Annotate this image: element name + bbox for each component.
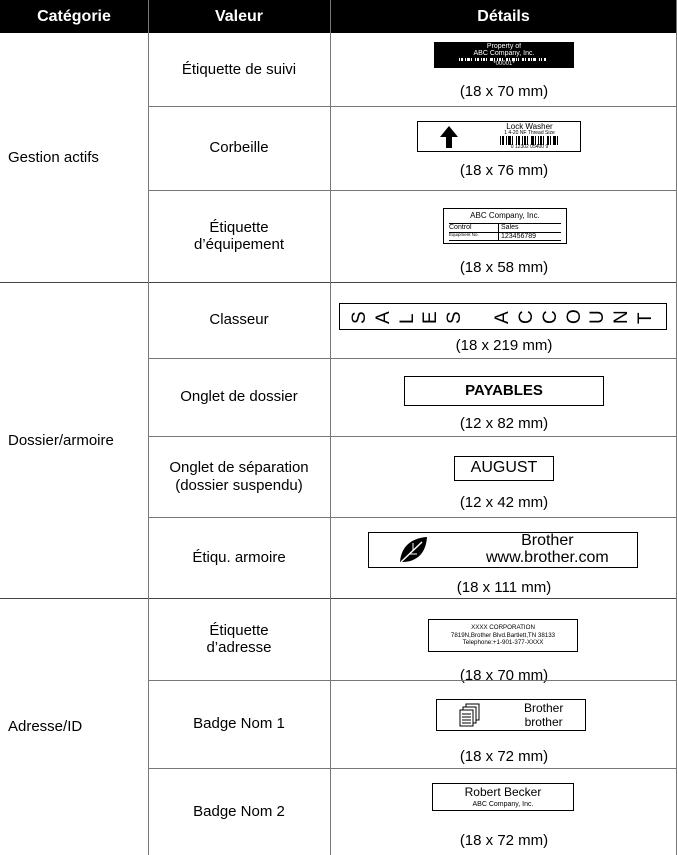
- label-image: AUGUST: [454, 456, 554, 481]
- size-text: (18 x 58 mm): [459, 259, 549, 276]
- label-text: 1 4-20 NF Thread Size: [504, 130, 555, 136]
- size-text: (18 x 72 mm): [459, 832, 549, 849]
- label-image: XXXX CORPORATION 7819N,Brother Blvd.Bartl…: [428, 619, 578, 652]
- size-text: (18 x 111 mm): [456, 579, 552, 596]
- label-text: Control: [449, 224, 499, 233]
- size-text: (12 x 42 mm): [459, 494, 549, 511]
- barcode: [499, 136, 558, 145]
- label-column: Brother brother: [524, 701, 563, 730]
- label-column: Lock Washer 1 4-20 NF Thread Size 0 12302 …: [499, 122, 560, 150]
- label-text: 123456789: [499, 233, 561, 242]
- label-image: PAYABLES: [404, 376, 604, 406]
- barcode: [459, 57, 546, 61]
- value-text: Onglet de dossier: [180, 388, 298, 406]
- value-text: Onglet de séparation (dossier suspendu): [169, 459, 309, 494]
- header-cell: Valeur: [214, 8, 264, 25]
- value-text: Étiquette de suivi: [181, 60, 297, 78]
- row-divider: [148, 436, 677, 437]
- value-cell: Onglet de séparation (dossier suspendu): [148, 436, 330, 517]
- label-text: 0 12302 05400 9: [510, 144, 549, 150]
- size-text: (18 x 70 mm): [459, 83, 549, 100]
- label-text: Telephone:+1-901-377-XXXX: [462, 639, 544, 647]
- value-text: Corbeille: [209, 139, 269, 157]
- document-icon: [459, 703, 480, 727]
- header-cell: Catégorie: [37, 8, 111, 25]
- value-cell: Étiquette d’adresse: [148, 598, 330, 680]
- label-text: Lock Washer: [506, 122, 553, 131]
- value-text: Étiqu. armoire: [192, 548, 286, 566]
- value-cell: Classeur: [148, 282, 330, 358]
- value-text: Classeur: [209, 311, 269, 329]
- size-text: (18 x 219 mm): [455, 337, 553, 354]
- label-text: *00001*: [493, 60, 515, 67]
- column-divider: [330, 0, 331, 855]
- label-text: 7819N,Brother Blvd.Bartlett,TN 38133: [450, 631, 556, 639]
- row-divider: [148, 680, 677, 681]
- label-text: XXXX CORPORATION: [471, 623, 535, 631]
- value-text: Badge Nom 1: [193, 715, 285, 733]
- value-cell: Badge Nom 1: [148, 680, 330, 768]
- label-text: AUGUST: [470, 459, 538, 477]
- label-text: Sales: [499, 224, 561, 233]
- value-cell: Badge Nom 2: [148, 768, 330, 855]
- header-cell: Détails: [477, 8, 530, 25]
- label-grid: Control Sales Equipment No. 123456789: [449, 223, 561, 242]
- leaf-icon: [400, 537, 428, 563]
- label-image: Brother brother: [436, 699, 586, 731]
- label-image: Property of ABC Company, Inc. *00001*: [434, 42, 574, 68]
- label-text: PAYABLES: [465, 382, 543, 400]
- label-image: ABC Company, Inc. Control Sales Equipment N…: [443, 208, 567, 244]
- label-image: Lock Washer 1 4-20 NF Thread Size 0 12302 …: [417, 121, 581, 152]
- size-text: (18 x 70 mm): [459, 667, 549, 684]
- value-text: Étiquette d’équipement: [193, 218, 285, 253]
- label-text: Brother: [521, 532, 574, 550]
- label-text: Property of: [486, 43, 522, 50]
- label-text: Equipment No.: [449, 232, 499, 242]
- row-divider: [148, 517, 677, 518]
- label-text: brother: [524, 715, 563, 729]
- label-text: ABC Company, Inc.: [473, 50, 535, 58]
- label-text: ABC Company, Inc.: [470, 211, 540, 220]
- value-cell: Étiqu. armoire: [148, 517, 330, 598]
- label-image: Brother www.brother.com: [368, 532, 638, 568]
- label-image: Robert Becker ABC Company, Inc.: [432, 783, 574, 811]
- value-cell: Étiquette d’équipement: [148, 190, 330, 282]
- row-divider: [148, 768, 677, 769]
- category-cell: Adresse/ID: [8, 718, 83, 735]
- label-column: Brother www.brother.com: [486, 533, 609, 567]
- value-text: Étiquette d’adresse: [206, 621, 272, 656]
- label-text: Robert Becker: [464, 785, 542, 800]
- category-cell: Gestion actifs: [8, 149, 99, 166]
- value-cell: Étiquette de suivi: [148, 33, 330, 106]
- group-divider: [0, 282, 677, 283]
- row-divider: [148, 190, 677, 191]
- column-divider: [148, 0, 149, 855]
- category-cell: Dossier/armoire: [8, 431, 114, 449]
- row-divider: [148, 106, 677, 107]
- label-text: Brother: [523, 700, 564, 715]
- row-divider: [148, 358, 677, 359]
- value-text: Badge Nom 2: [193, 802, 285, 820]
- value-cell: Corbeille: [148, 106, 330, 190]
- arrow-icon: [439, 125, 458, 148]
- value-cell: Onglet de dossier: [148, 358, 330, 436]
- size-text: (12 x 82 mm): [459, 415, 549, 432]
- label-text: www.brother.com: [485, 549, 609, 566]
- size-text: (18 x 72 mm): [459, 748, 549, 765]
- header-bar: [0, 0, 677, 33]
- group-divider: [0, 598, 677, 599]
- label-text: ABC Company, Inc.: [472, 800, 534, 808]
- size-text: (18 x 76 mm): [459, 162, 549, 179]
